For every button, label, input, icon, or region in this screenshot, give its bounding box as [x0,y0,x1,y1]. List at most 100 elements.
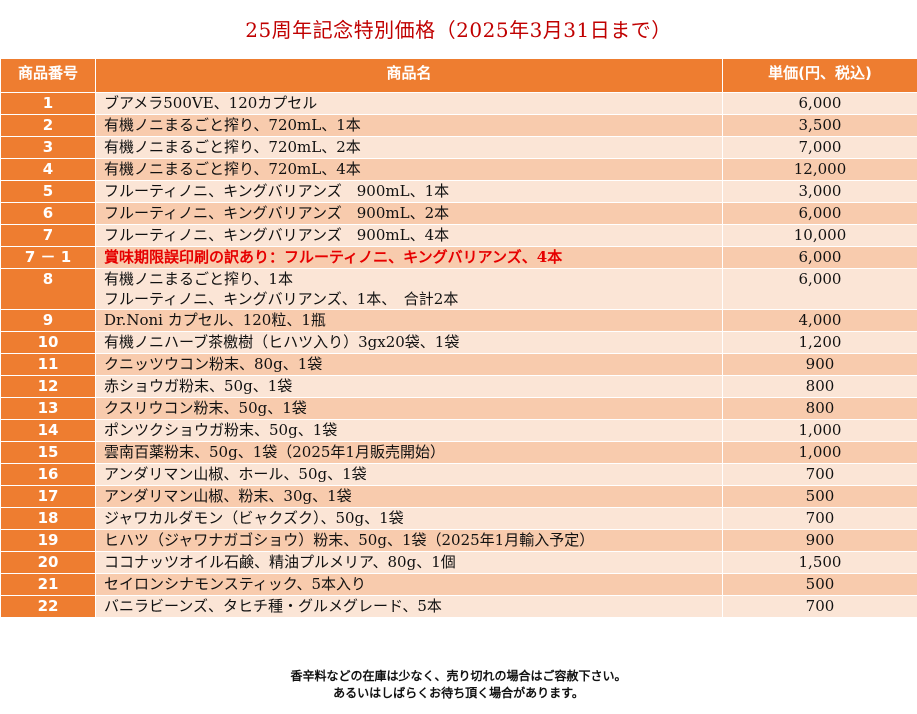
table-row: 9 Dr.Noni カプセル、120粒、1瓶 4,000 [0,309,917,332]
product-name: ブアメラ500VE、120カプセル [95,92,723,115]
product-name: フルーティノニ、キングバリアンズ 900mL、4本 [95,224,723,247]
product-name: ジャワカルダモン（ビャクズク）、50g、1袋 [95,507,723,530]
table-header-row: 商品番号 商品名 単価(円、税込) [0,58,917,93]
unit-price: 7,000 [722,136,917,159]
product-name-line: ブアメラ500VE、120カプセル [104,94,318,112]
product-name-line: フルーティノニ、キングバリアンズ、1本、 合計2本 [104,290,459,308]
product-name-line: 有機ノニまるごと搾り、720mL、4本 [104,160,361,178]
price-table: 商品番号 商品名 単価(円、税込) 1 ブアメラ500VE、120カプセル 6,00… [0,58,917,618]
unit-price: 6,000 [722,268,917,310]
product-number: 13 [0,397,96,420]
product-name-line: フルーティノニ、キングバリアンズ 900mL、2本 [104,204,450,222]
product-name-line: フルーティノニ、キングバリアンズ 900mL、4本 [104,226,450,244]
unit-price: 900 [722,353,917,376]
product-number: 14 [0,419,96,442]
table-row: 3 有機ノニまるごと搾り、720mL、2本 7,000 [0,136,917,159]
product-number: 3 [0,136,96,159]
product-name-line: 有機ノニまるごと搾り、720mL、2本 [104,138,361,156]
product-number: 5 [0,180,96,203]
unit-price: 500 [722,573,917,596]
product-name: Dr.Noni カプセル、120粒、1瓶 [95,309,723,332]
product-name-line: 賞味期限誤印刷の訳あり：フルーティノニ、キングバリアンズ、4本 [104,248,563,266]
header-product-name: 商品名 [95,58,723,93]
product-number: 2 [0,114,96,137]
product-number: 9 [0,309,96,332]
unit-price: 700 [722,595,917,618]
product-number: 4 [0,158,96,181]
product-number: 10 [0,331,96,354]
page-title: 25周年記念特別価格（2025年3月31日まで） [245,18,672,42]
product-name-line: 赤ショウガ粉末、50g、1袋 [104,377,293,395]
product-number: 18 [0,507,96,530]
table-row: 2 有機ノニまるごと搾り、720mL、1本 3,500 [0,114,917,137]
product-name-line: フルーティノニ、キングバリアンズ 900mL、1本 [104,182,450,200]
product-name-line: アンダリマン山椒、粉末、30g、1袋 [104,487,352,505]
product-name: 賞味期限誤印刷の訳あり：フルーティノニ、キングバリアンズ、4本 [95,246,723,269]
product-name-line: アンダリマン山椒、ホール、50g、1袋 [104,465,367,483]
unit-price: 10,000 [722,224,917,247]
product-name-line: セイロンシナモンスティック、5本入り [104,575,366,593]
unit-price: 700 [722,463,917,486]
header-unit-price: 単価(円、税込) [722,58,917,93]
product-number: 20 [0,551,96,574]
product-number: 19 [0,529,96,552]
product-number: 7 － 1 [0,246,96,269]
product-name-line: Dr.Noni カプセル、120粒、1瓶 [104,311,326,329]
unit-price: 500 [722,485,917,508]
unit-price: 3,000 [722,180,917,203]
table-row: 5 フルーティノニ、キングバリアンズ 900mL、1本 3,000 [0,180,917,203]
product-name-line: ココナッツオイル石鹸、精油プルメリア、80g、1個 [104,553,456,571]
unit-price: 12,000 [722,158,917,181]
product-name: 有機ノニまるごと搾り、720mL、4本 [95,158,723,181]
product-number: 8 [0,268,96,310]
product-name: クスリウコン粉末、50g、1袋 [95,397,723,420]
product-name: アンダリマン山椒、ホール、50g、1袋 [95,463,723,486]
stock-notice-line-2: あるいはしばらくお待ち頂く場合があります。 [333,686,584,700]
product-name: 有機ノニまるごと搾り、1本 フルーティノニ、キングバリアンズ、1本、 合計2本 [95,268,723,310]
table-row: 17 アンダリマン山椒、粉末、30g、1袋 500 [0,485,917,508]
table-row: 18 ジャワカルダモン（ビャクズク）、50g、1袋 700 [0,507,917,530]
unit-price: 700 [722,507,917,530]
product-name: クニッツウコン粉末、80g、1袋 [95,353,723,376]
product-number: 7 [0,224,96,247]
table-row: 13 クスリウコン粉末、50g、1袋 800 [0,397,917,420]
unit-price: 800 [722,397,917,420]
table-row: 7 フルーティノニ、キングバリアンズ 900mL、4本 10,000 [0,224,917,247]
table-row: 15 雲南百薬粉末、50g、1袋（2025年1月販売開始） 1,000 [0,441,917,464]
product-name: 有機ノニまるごと搾り、720mL、1本 [95,114,723,137]
product-number: 12 [0,375,96,398]
product-name-line: ポンツクショウガ粉末、50g、1袋 [104,421,338,439]
table-row: 10 有機ノニハーブ茶檄樹（ヒハツ入り）3gx20袋、1袋 1,200 [0,331,917,354]
product-name-line: クニッツウコン粉末、80g、1袋 [104,355,323,373]
header-product-number: 商品番号 [0,58,96,93]
product-name: バニラビーンズ、タヒチ種・グルメグレード、5本 [95,595,723,618]
table-row: 6 フルーティノニ、キングバリアンズ 900mL、2本 6,000 [0,202,917,225]
stock-notice: 香辛料などの在庫は少なく、売り切れの場合はご容赦下さい。 あるいはしばらくお待ち… [0,668,917,702]
product-name: セイロンシナモンスティック、5本入り [95,573,723,596]
table-row: 4 有機ノニまるごと搾り、720mL、4本 12,000 [0,158,917,181]
product-number: 6 [0,202,96,225]
stock-notice-line-1: 香辛料などの在庫は少なく、売り切れの場合はご容赦下さい。 [290,669,627,683]
table-row: 16 アンダリマン山椒、ホール、50g、1袋 700 [0,463,917,486]
product-number: 16 [0,463,96,486]
product-number: 21 [0,573,96,596]
product-name: フルーティノニ、キングバリアンズ 900mL、2本 [95,202,723,225]
unit-price: 4,000 [722,309,917,332]
product-name: 雲南百薬粉末、50g、1袋（2025年1月販売開始） [95,441,723,464]
table-row: 11 クニッツウコン粉末、80g、1袋 900 [0,353,917,376]
product-name-line: 有機ノニハーブ茶檄樹（ヒハツ入り）3gx20袋、1袋 [104,333,460,351]
product-name: 有機ノニハーブ茶檄樹（ヒハツ入り）3gx20袋、1袋 [95,331,723,354]
product-number: 22 [0,595,96,618]
product-name: ヒハツ（ジャワナガゴショウ）粉末、50g、1袋（2025年1月輸入予定） [95,529,723,552]
unit-price: 6,000 [722,246,917,269]
product-name-line: ジャワカルダモン（ビャクズク）、50g、1袋 [104,509,404,527]
product-number: 11 [0,353,96,376]
table-row: 8 有機ノニまるごと搾り、1本 フルーティノニ、キングバリアンズ、1本、 合計2本 6… [0,268,917,310]
product-name-line: 雲南百薬粉末、50g、1袋（2025年1月販売開始） [104,443,445,461]
table-row: 22 バニラビーンズ、タヒチ種・グルメグレード、5本 700 [0,595,917,618]
product-name: アンダリマン山椒、粉末、30g、1袋 [95,485,723,508]
table-row: 12 赤ショウガ粉末、50g、1袋 800 [0,375,917,398]
unit-price: 1,000 [722,441,917,464]
product-name: フルーティノニ、キングバリアンズ 900mL、1本 [95,180,723,203]
unit-price: 900 [722,529,917,552]
